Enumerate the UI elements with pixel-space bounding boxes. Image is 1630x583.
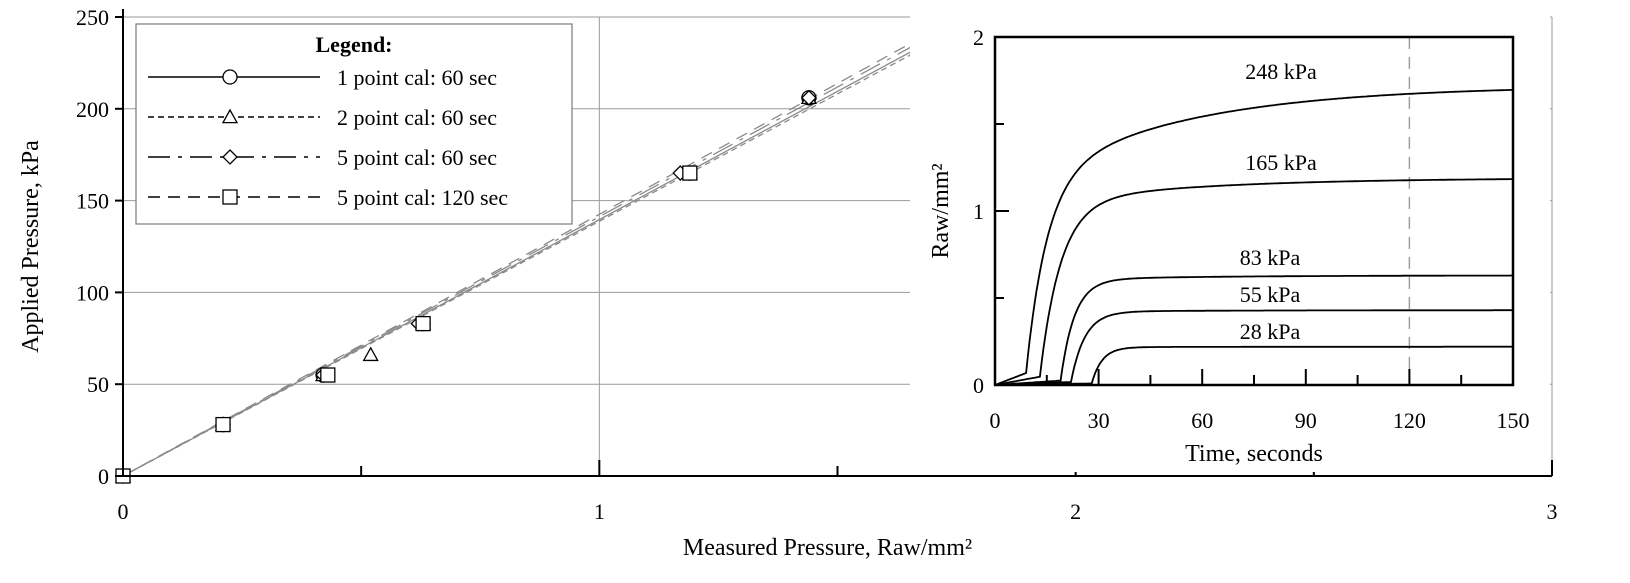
curve-label: 248 kPa: [1245, 59, 1317, 84]
data-point-square: [215, 416, 231, 433]
x-tick-label: 1: [594, 499, 605, 524]
response-curve: [995, 345, 1513, 386]
data-point-square: [682, 165, 698, 181]
inset-chart: 248 kPa 165 kPa 83 kPa 55 kPa 28 kPa 0 30 60 90 1…: [910, 12, 1550, 472]
x-tick-label: 0: [118, 499, 129, 524]
legend-title: Legend:: [316, 32, 393, 57]
inset-x-tick-label: 150: [1497, 408, 1530, 433]
data-point-triangle: [362, 346, 379, 362]
response-curve: [994, 89, 1513, 386]
inset-x-tick-label: 120: [1393, 408, 1426, 433]
inset-y-tick-label: 0: [973, 373, 984, 398]
legend-marker: [221, 108, 239, 124]
y-axis-label: Applied Pressure, kPa: [18, 140, 44, 353]
curve-label: 165 kPa: [1245, 150, 1317, 175]
inset-y-axis-label: Raw/mm²: [928, 163, 954, 258]
legend-entry: 2 point cal: 60 sec: [337, 105, 497, 130]
data-point-diamond: [801, 89, 817, 106]
response-curve: [994, 309, 1513, 386]
y-tick-label: 50: [87, 372, 109, 397]
inset-x-tick-label: 90: [1295, 408, 1317, 433]
y-tick-label: 250: [76, 5, 109, 30]
y-tick-label: 100: [76, 280, 109, 305]
legend-box: [135, 23, 573, 225]
inset-x-tick-label: 30: [1088, 408, 1110, 433]
legend-entry: 1 point cal: 60 sec: [337, 65, 497, 90]
response-curve: [994, 274, 1513, 386]
inset-x-tick-label: 0: [990, 408, 1001, 433]
legend-marker: [222, 69, 238, 85]
legend: Legend: 1 point cal: 60 sec 2 point cal: 6…: [135, 23, 573, 225]
inset-y-tick-label: 1: [973, 199, 984, 224]
curve-label: 55 kPa: [1240, 282, 1301, 307]
fit-line: [122, 16, 967, 477]
response-curve: [994, 178, 1513, 386]
y-tick-label: 150: [76, 189, 109, 214]
x-axis-label: Measured Pressure, Raw/mm²: [683, 535, 972, 561]
legend-marker: [222, 149, 238, 165]
data-point-square: [415, 315, 431, 332]
y-tick-label: 200: [76, 97, 109, 122]
x-tick-label: 2: [1070, 499, 1081, 524]
x-tick-label: 3: [1547, 499, 1558, 524]
curve-label: 83 kPa: [1240, 245, 1301, 270]
curve-label: 28 kPa: [1240, 319, 1301, 344]
legend-entry: 5 point cal: 60 sec: [337, 145, 497, 170]
inset-x-tick-label: 60: [1191, 408, 1213, 433]
legend-marker: [222, 189, 238, 205]
inset-background: [910, 12, 1550, 472]
legend-entry: 5 point cal: 120 sec: [337, 185, 508, 210]
inset-y-tick-label: 2: [973, 25, 984, 50]
fit-line: [122, 34, 948, 477]
y-tick-label: 0: [98, 464, 109, 489]
data-point-square: [320, 367, 336, 383]
inset-x-axis-label: Time, seconds: [1185, 441, 1323, 467]
